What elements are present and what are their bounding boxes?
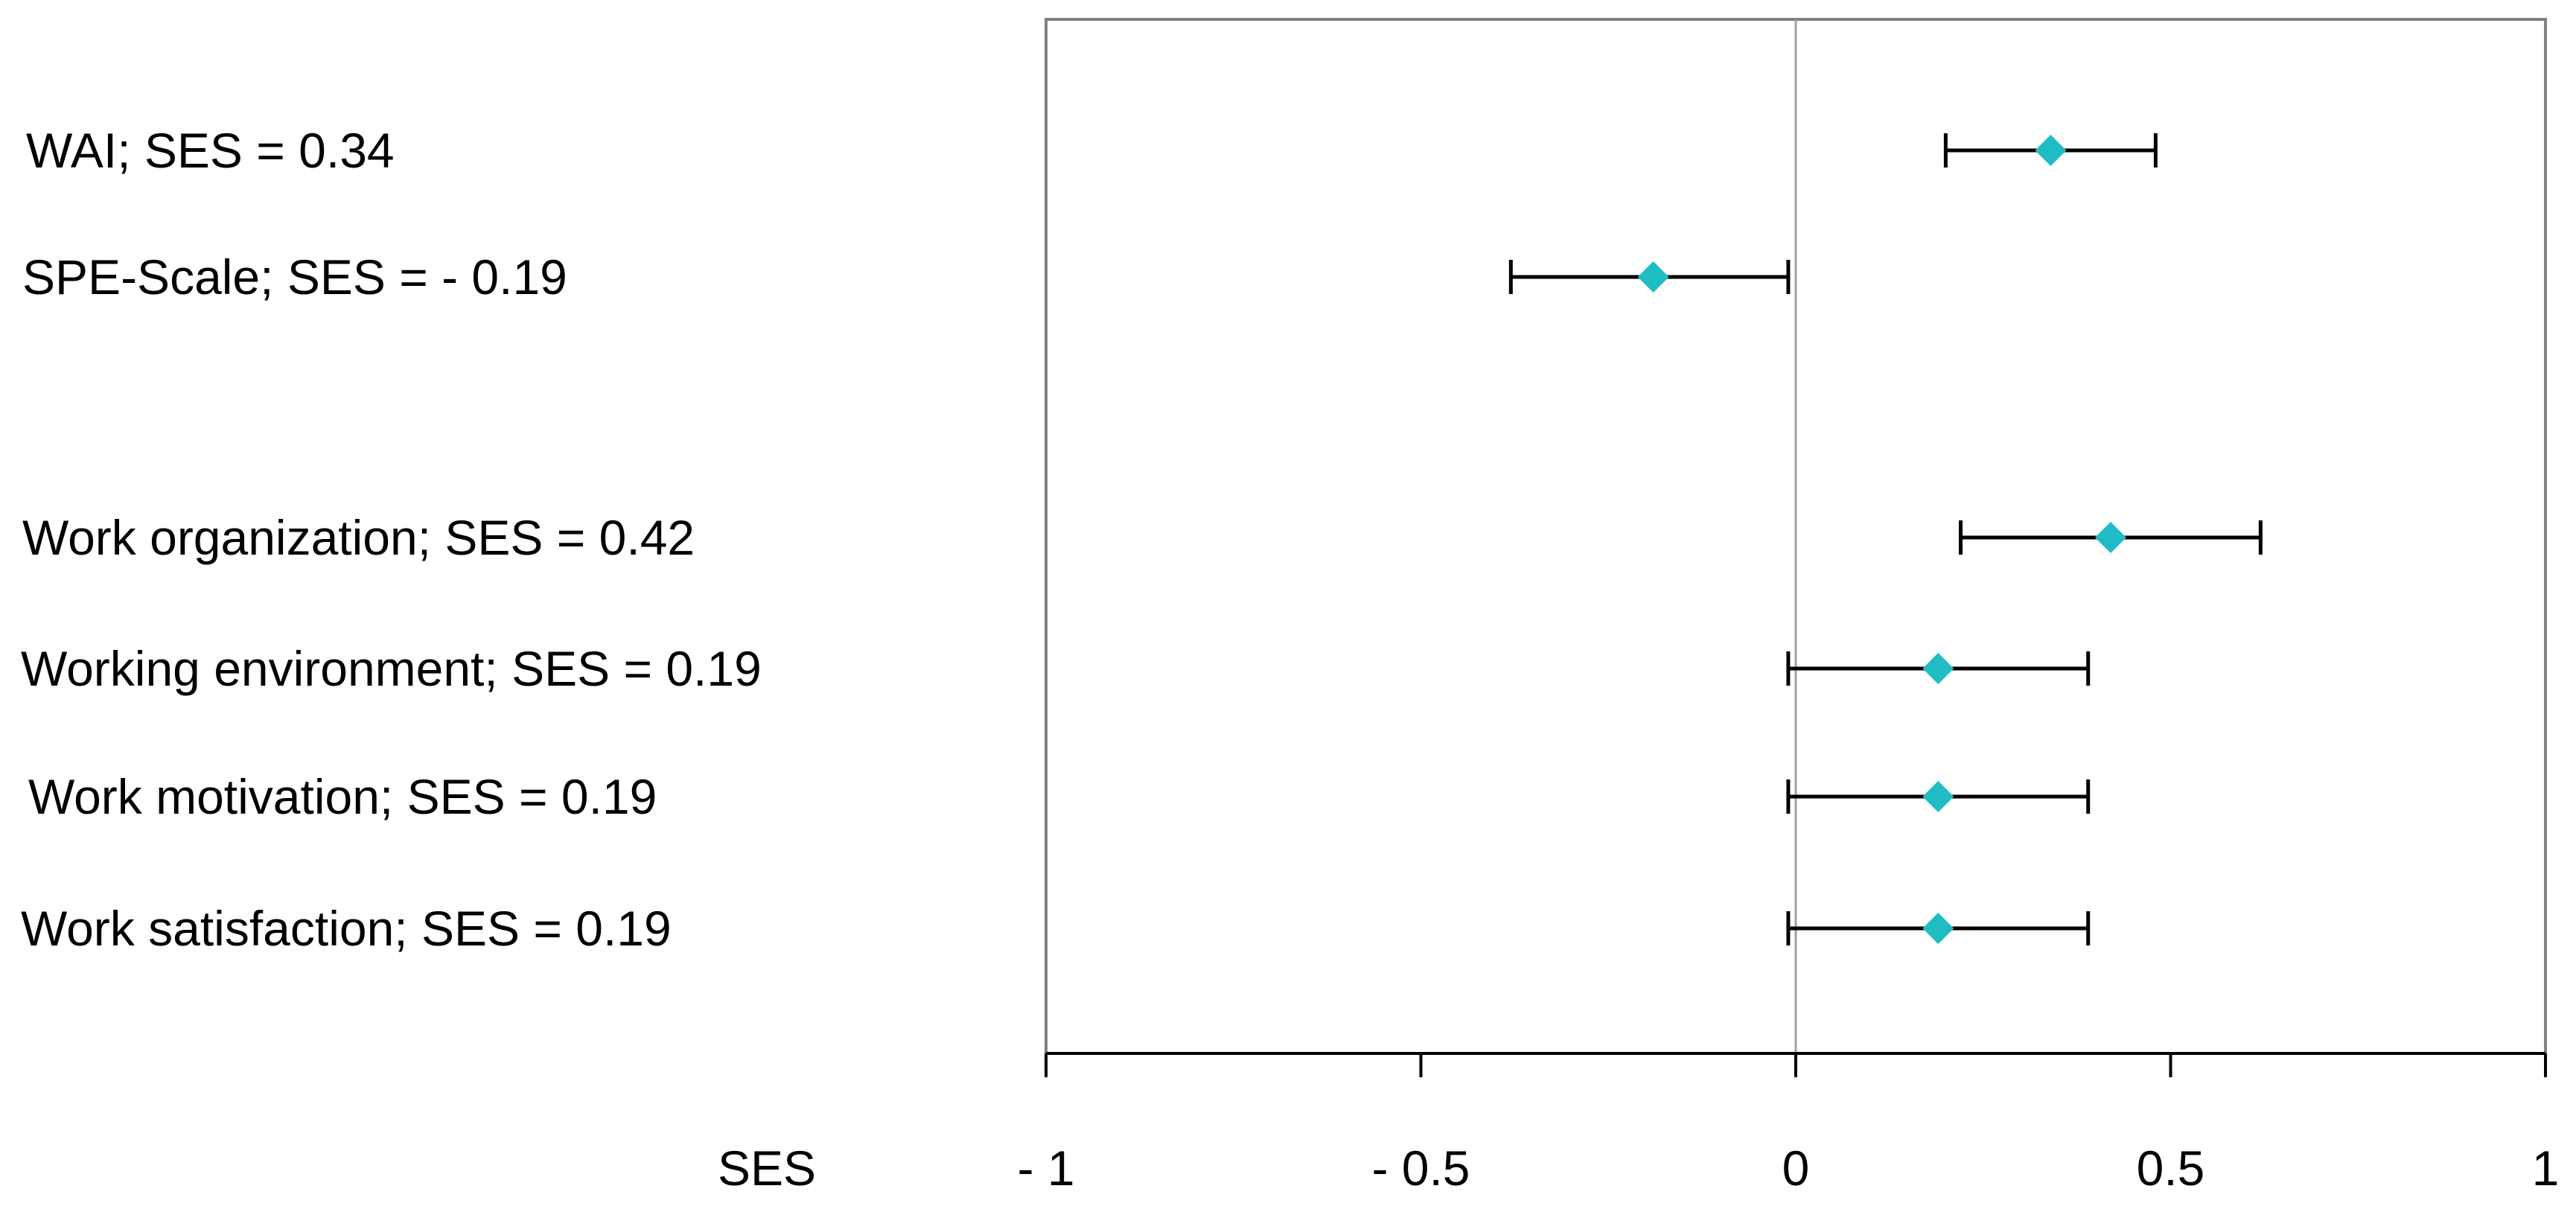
estimate-marker [2094, 522, 2126, 553]
estimate-marker [2035, 135, 2067, 166]
row-label: Work motivation; SES = 0.19 [28, 769, 657, 824]
row: Working environment; SES = 0.19 [21, 641, 2091, 696]
row-label: Work satisfaction; SES = 0.19 [21, 901, 672, 956]
row: Work satisfaction; SES = 0.19 [21, 901, 2091, 956]
row-label: Work organization; SES = 0.42 [22, 510, 695, 565]
row: Work motivation; SES = 0.19 [28, 769, 2091, 824]
x-tick-label: - 1 [1017, 1141, 1074, 1196]
x-axis-ticks: - 1 - 0.5 0 0.5 1 [1017, 1053, 2559, 1196]
row-label: WAI; SES = 0.34 [26, 123, 395, 178]
estimate-marker [1637, 261, 1669, 293]
x-tick-label: 0 [1782, 1141, 1810, 1196]
row-label: Working environment; SES = 0.19 [21, 641, 762, 696]
x-tick-label: 1 [2532, 1141, 2560, 1196]
row-label: SPE-Scale; SES = - 0.19 [22, 249, 567, 304]
row: Work organization; SES = 0.42 [22, 510, 2263, 565]
row: WAI; SES = 0.34 [26, 123, 2158, 178]
estimate-marker [1922, 913, 1954, 944]
x-axis-title: SES [718, 1141, 816, 1196]
row: SPE-Scale; SES = - 0.19 [22, 249, 1791, 304]
x-tick-label: - 0.5 [1371, 1141, 1470, 1196]
data-rows: WAI; SES = 0.34 SPE-Scale; SES = - 0.19 Wo… [21, 123, 2263, 956]
estimate-marker [1922, 781, 1954, 812]
estimate-marker [1922, 653, 1954, 684]
x-tick-label: 0.5 [2137, 1141, 2205, 1196]
